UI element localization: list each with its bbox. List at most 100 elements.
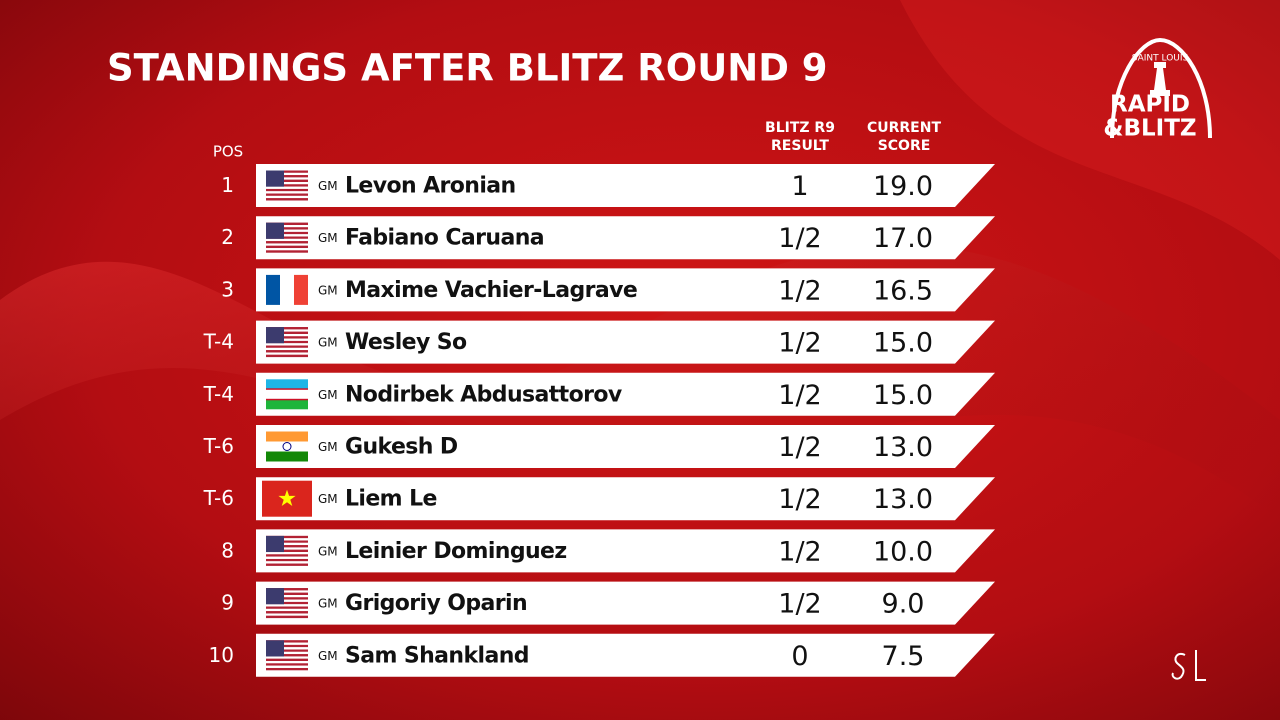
flag-canton xyxy=(266,588,284,605)
column-header: CURRENT xyxy=(867,120,941,136)
flag-stripe xyxy=(266,186,308,189)
flag-band xyxy=(266,398,308,401)
flag-stripe xyxy=(266,327,308,330)
round-result: 1/2 xyxy=(778,328,821,359)
position: 1 xyxy=(221,173,234,197)
player-title: GM xyxy=(318,440,338,454)
flag-stripe xyxy=(266,661,308,664)
position: 8 xyxy=(221,538,234,562)
flag-band xyxy=(266,274,280,305)
flag-stripe xyxy=(266,227,308,230)
logo: SAINT LOUIS RAPID &BLITZ xyxy=(1103,37,1212,142)
flag-stripe xyxy=(266,172,308,176)
flag-canton xyxy=(266,535,284,553)
position: 2 xyxy=(221,225,234,249)
flag-stripe xyxy=(266,658,308,662)
flag-stripe xyxy=(266,592,308,596)
current-score: 7.5 xyxy=(882,641,925,672)
row-background xyxy=(256,477,995,521)
player-title: GM xyxy=(318,597,338,611)
flag xyxy=(266,588,308,619)
round-result: 1/2 xyxy=(778,223,821,254)
flag-stripe xyxy=(266,599,308,602)
flag xyxy=(262,480,312,517)
column-header: RESULT xyxy=(771,138,829,154)
flag-band xyxy=(280,274,294,305)
monogram xyxy=(1171,650,1206,681)
flag-stripe xyxy=(266,595,308,598)
flag-stripe xyxy=(266,329,308,332)
flag-stripe xyxy=(266,604,308,607)
position: T-4 xyxy=(203,382,234,406)
current-score: 15.0 xyxy=(873,380,933,411)
player-title: GM xyxy=(318,388,338,402)
flag xyxy=(266,274,308,305)
flag-stripe xyxy=(266,250,308,253)
flag-band xyxy=(294,274,308,305)
player-title: GM xyxy=(318,649,338,663)
flag-wheel xyxy=(282,442,292,451)
player-title: GM xyxy=(318,283,338,297)
round-result: 1/2 xyxy=(778,432,821,463)
background-swirl xyxy=(900,0,1280,260)
row: T-6 GM Liem Le 1/2 13.0 xyxy=(203,477,995,521)
flag-stripe xyxy=(266,588,308,591)
row: 9 GM Grigoriy Oparin 1/2 9.0 xyxy=(221,581,995,625)
flag-stripe xyxy=(266,552,308,555)
flag xyxy=(266,640,308,671)
flag-stripe xyxy=(266,601,308,605)
round-result: 1/2 xyxy=(778,380,821,411)
flag-stripe xyxy=(266,554,308,557)
flag xyxy=(266,535,308,566)
flag-stripe xyxy=(266,195,308,199)
current-score: 19.0 xyxy=(873,171,933,202)
flag-stripe xyxy=(266,241,308,244)
player-name: Levon Aronian xyxy=(345,174,516,199)
flag-canton xyxy=(266,640,284,657)
column-header: BLITZ R9 xyxy=(765,120,835,136)
flag-band xyxy=(266,441,308,452)
flag-stripe xyxy=(266,651,308,655)
current-score: 10.0 xyxy=(873,536,933,567)
flag-stripe xyxy=(266,340,308,344)
flag-stripe xyxy=(266,608,308,612)
player-name: Gukesh D xyxy=(345,435,458,460)
player-name: Liem Le xyxy=(345,487,437,512)
flag-stripe xyxy=(266,590,308,593)
flag-canton xyxy=(266,170,284,187)
current-score: 15.0 xyxy=(873,328,933,359)
flag-stripe xyxy=(266,184,308,187)
flag-stripe xyxy=(266,642,308,645)
flag-band xyxy=(266,451,308,462)
row-background xyxy=(256,633,995,677)
flag xyxy=(266,327,308,358)
player-name: Leinier Dominguez xyxy=(345,539,567,564)
flag xyxy=(266,222,308,253)
flag-band xyxy=(266,388,308,390)
row-background xyxy=(256,425,995,468)
flag-stripe xyxy=(266,649,308,652)
flag xyxy=(266,379,308,410)
position: T-6 xyxy=(203,486,234,510)
logo-arch xyxy=(1110,37,1212,139)
flag-stripe xyxy=(266,354,308,358)
player-title: GM xyxy=(318,492,338,506)
flag-stripe xyxy=(266,182,308,185)
flag-stripe xyxy=(266,540,308,543)
logo-king xyxy=(1150,62,1170,96)
column-header: POS xyxy=(213,143,243,161)
flag-band xyxy=(266,431,308,442)
row-background xyxy=(256,320,995,364)
flag-stripe xyxy=(266,334,308,337)
logo-text: RAPID xyxy=(1110,92,1190,118)
monogram-glyph xyxy=(1171,653,1186,680)
current-score: 13.0 xyxy=(873,432,933,463)
player-name: Grigoriy Oparin xyxy=(345,591,527,616)
flag-stripe xyxy=(266,556,308,559)
flag-stripe xyxy=(266,611,308,614)
player-name: Sam Shankland xyxy=(345,643,529,668)
flag-band xyxy=(266,379,308,390)
flag-stripe xyxy=(266,231,308,235)
round-result: 1/2 xyxy=(778,589,821,620)
round-result: 1/2 xyxy=(778,536,821,567)
